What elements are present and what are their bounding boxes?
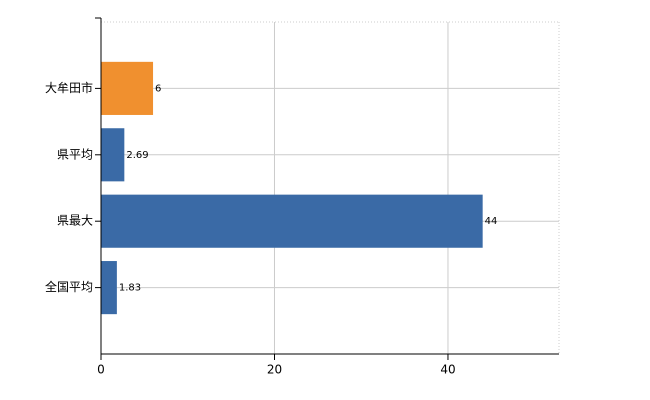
x-tick-label: 0 (97, 363, 105, 377)
y-tick-label: 大牟田市 (45, 80, 93, 95)
bar (101, 261, 117, 315)
value-label: 6 (155, 83, 161, 94)
bar (101, 128, 125, 182)
value-label: 2.69 (126, 150, 148, 161)
x-tick-label: 40 (440, 363, 455, 377)
value-label: 44 (485, 216, 498, 227)
bar (101, 194, 483, 248)
y-tick-label: 県平均 (57, 147, 93, 161)
bar (101, 61, 154, 115)
x-tick-label: 20 (267, 363, 282, 377)
y-tick-label: 全国平均 (45, 279, 93, 294)
y-tick-label: 県最大 (57, 214, 93, 228)
value-label: 1.83 (119, 283, 141, 294)
